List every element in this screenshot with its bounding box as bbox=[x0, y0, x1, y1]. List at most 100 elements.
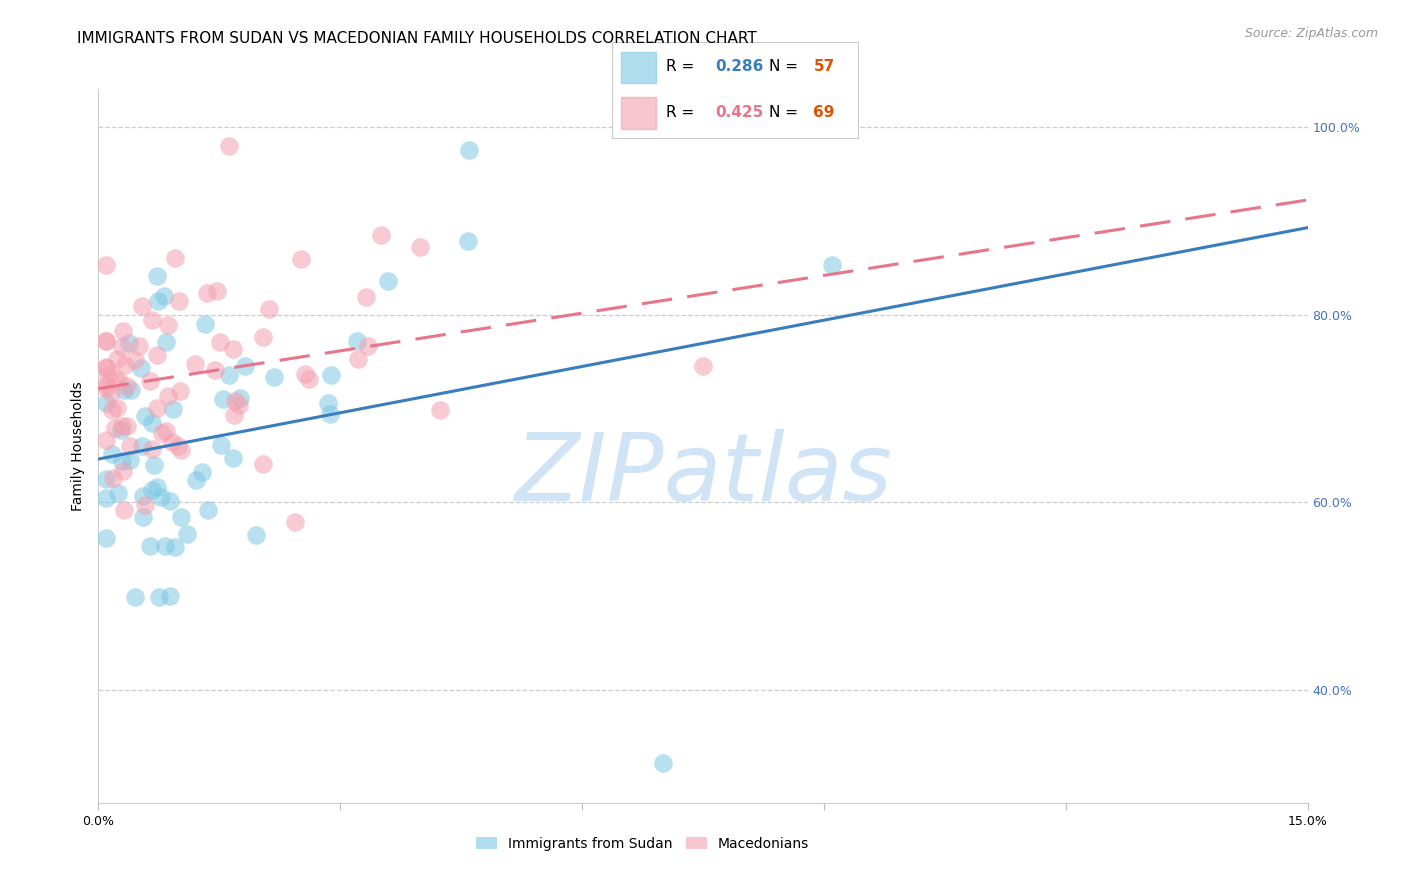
Point bbox=[141, 483, 163, 497]
Point bbox=[128, 339, 150, 353]
Point bbox=[110, 423, 132, 437]
Point bbox=[354, 290, 377, 304]
Point bbox=[146, 294, 169, 309]
Point bbox=[162, 434, 184, 449]
Point bbox=[143, 458, 166, 472]
Point bbox=[821, 258, 844, 272]
Point bbox=[194, 317, 217, 331]
Point bbox=[165, 540, 187, 554]
FancyBboxPatch shape bbox=[621, 97, 655, 128]
Text: R =: R = bbox=[666, 104, 699, 120]
Text: 57: 57 bbox=[813, 60, 835, 74]
Text: 69: 69 bbox=[813, 104, 835, 120]
Point bbox=[167, 293, 190, 308]
Point bbox=[169, 384, 191, 398]
Point bbox=[316, 396, 339, 410]
Point bbox=[124, 352, 146, 367]
Point bbox=[170, 443, 193, 458]
Point bbox=[112, 324, 135, 338]
Point bbox=[162, 401, 184, 416]
Point bbox=[457, 234, 479, 248]
Point bbox=[346, 334, 368, 348]
FancyBboxPatch shape bbox=[621, 52, 655, 83]
Point bbox=[111, 340, 134, 354]
Point bbox=[176, 527, 198, 541]
Point bbox=[141, 416, 163, 430]
Point bbox=[141, 313, 163, 327]
Text: 0.286: 0.286 bbox=[716, 60, 763, 74]
Point bbox=[146, 348, 169, 362]
Point bbox=[222, 408, 245, 422]
Text: N =: N = bbox=[769, 60, 803, 74]
Point bbox=[104, 370, 127, 384]
Point bbox=[195, 285, 218, 300]
Point bbox=[114, 358, 136, 372]
Text: 0.425: 0.425 bbox=[716, 104, 763, 120]
Point bbox=[111, 464, 134, 478]
Point bbox=[692, 359, 714, 374]
Point bbox=[347, 351, 370, 366]
Text: IMMIGRANTS FROM SUDAN VS MACEDONIAN FAMILY HOUSEHOLDS CORRELATION CHART: IMMIGRANTS FROM SUDAN VS MACEDONIAN FAMI… bbox=[77, 31, 756, 46]
Point bbox=[157, 389, 180, 403]
Point bbox=[101, 471, 124, 485]
Point bbox=[105, 352, 128, 367]
Point bbox=[148, 590, 170, 604]
Point bbox=[263, 369, 285, 384]
Point bbox=[651, 756, 673, 771]
Point bbox=[150, 425, 173, 440]
Point bbox=[138, 374, 160, 388]
Y-axis label: Family Households: Family Households bbox=[72, 381, 86, 511]
Point bbox=[146, 401, 169, 415]
Point bbox=[155, 540, 177, 554]
Point bbox=[218, 138, 240, 153]
Point bbox=[139, 539, 162, 553]
Text: Source: ZipAtlas.com: Source: ZipAtlas.com bbox=[1244, 27, 1378, 40]
Point bbox=[96, 334, 118, 349]
Point bbox=[191, 466, 214, 480]
Point bbox=[145, 269, 167, 284]
Point bbox=[233, 359, 256, 373]
Point bbox=[129, 361, 152, 376]
Point bbox=[96, 360, 118, 375]
Point bbox=[120, 439, 142, 453]
Point bbox=[131, 439, 153, 453]
Point bbox=[259, 301, 281, 316]
Text: ZIPatlas: ZIPatlas bbox=[515, 429, 891, 520]
Point bbox=[118, 335, 141, 350]
Point bbox=[96, 258, 118, 272]
Point bbox=[218, 368, 240, 382]
Point bbox=[197, 503, 219, 517]
Point bbox=[131, 300, 153, 314]
Point bbox=[224, 394, 246, 409]
Point bbox=[104, 421, 127, 435]
Point bbox=[377, 274, 399, 288]
Point bbox=[118, 453, 141, 467]
Point bbox=[184, 473, 207, 487]
Point bbox=[101, 402, 124, 417]
Point bbox=[115, 418, 138, 433]
Text: N =: N = bbox=[769, 104, 803, 120]
Point bbox=[107, 486, 129, 500]
Point bbox=[159, 589, 181, 603]
Point bbox=[252, 457, 274, 471]
Point bbox=[370, 227, 392, 242]
Point bbox=[145, 480, 167, 494]
Point bbox=[163, 251, 186, 265]
Point bbox=[124, 590, 146, 604]
Point bbox=[134, 498, 156, 512]
Point bbox=[96, 491, 118, 505]
Point bbox=[100, 386, 122, 401]
Point bbox=[96, 531, 118, 545]
Point bbox=[107, 374, 129, 388]
Point bbox=[167, 439, 190, 453]
Point bbox=[96, 334, 118, 348]
Point bbox=[222, 342, 245, 356]
Point bbox=[298, 372, 321, 386]
Point bbox=[141, 442, 163, 456]
Point bbox=[120, 384, 142, 398]
Point bbox=[150, 490, 173, 504]
Point bbox=[112, 503, 135, 517]
Point bbox=[229, 391, 252, 405]
Point bbox=[204, 363, 226, 377]
Point bbox=[319, 368, 342, 382]
